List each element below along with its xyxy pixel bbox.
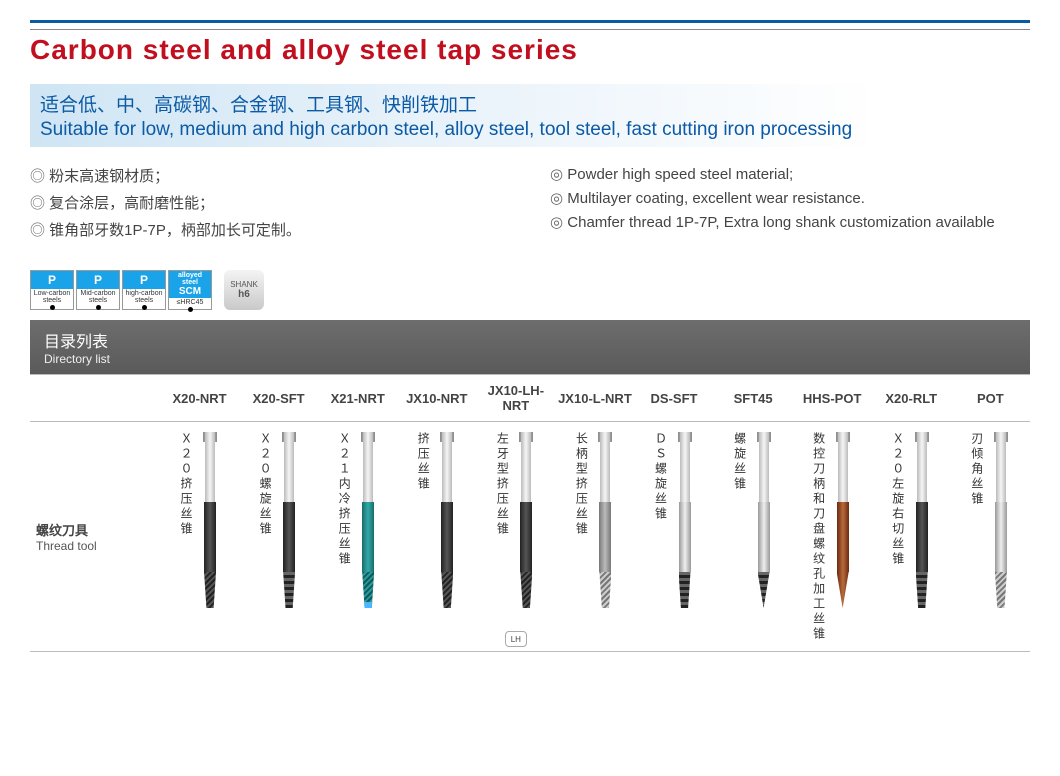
product-cell: 左牙型挤压丝锥 LH bbox=[476, 422, 555, 652]
directory-en: Directory list bbox=[44, 352, 1016, 366]
shank-badge: SHANKh6 bbox=[224, 270, 264, 310]
page-title: Carbon steel and alloy steel tap series bbox=[30, 34, 1030, 66]
tap-icon bbox=[515, 432, 537, 612]
product-label: 数控刀柄和刀盘螺纹孔加工丝锥 bbox=[811, 432, 828, 642]
p-badge: Phigh-carbon steels bbox=[122, 270, 166, 310]
product-code: X20-NRT bbox=[160, 375, 239, 422]
product-label: 挤压丝锥 bbox=[415, 432, 432, 492]
feature-item: Powder high speed steel material; bbox=[550, 165, 1030, 183]
tap-icon bbox=[990, 432, 1012, 612]
product-cell: Ｘ２０挤压丝锥 bbox=[160, 422, 239, 652]
feature-lists: 粉末高速钢材质； 复合涂层，高耐磨性能； 锥角部牙数1P-7P，柄部加长可定制。… bbox=[30, 159, 1030, 246]
product-code: SFT45 bbox=[714, 375, 793, 422]
material-badges: PLow-carbon steels PMid-carbon steels Ph… bbox=[30, 270, 1030, 310]
feature-item: 锥角部牙数1P-7P，柄部加长可定制。 bbox=[30, 219, 510, 240]
product-code: HHS-POT bbox=[793, 375, 872, 422]
banner-cn: 适合低、中、高碳钢、合金钢、工具钢、快削铁加工 bbox=[40, 90, 1020, 117]
suitability-banner: 适合低、中、高碳钢、合金钢、工具钢、快削铁加工 Suitable for low… bbox=[30, 84, 1030, 147]
tap-icon bbox=[436, 432, 458, 612]
tap-icon bbox=[278, 432, 300, 612]
tap-icon bbox=[911, 432, 933, 612]
product-label: 螺旋丝锥 bbox=[732, 432, 749, 492]
tap-icon bbox=[594, 432, 616, 612]
product-cell: 数控刀柄和刀盘螺纹孔加工丝锥 bbox=[793, 422, 872, 652]
product-code: POT bbox=[951, 375, 1030, 422]
product-code: X21-NRT bbox=[318, 375, 397, 422]
product-label: 长柄型挤压丝锥 bbox=[573, 432, 590, 537]
product-code: JX10-NRT bbox=[397, 375, 476, 422]
corner-cell bbox=[30, 375, 160, 422]
tap-icon bbox=[357, 432, 379, 612]
feature-item: Multilayer coating, excellent wear resis… bbox=[550, 189, 1030, 207]
tap-icon bbox=[674, 432, 696, 612]
row-label: 螺纹刀具 Thread tool bbox=[30, 422, 160, 652]
p-badge: PMid-carbon steels bbox=[76, 270, 120, 310]
product-label: Ｘ２０挤压丝锥 bbox=[178, 432, 195, 537]
product-table: X20-NRTX20-SFTX21-NRTJX10-NRTJX10-LH-NRT… bbox=[30, 374, 1030, 652]
scm-badge: alloyed steelSCM≤HRC45 bbox=[168, 270, 212, 310]
product-code: JX10-L-NRT bbox=[555, 375, 634, 422]
product-label: Ｘ２１内冷挤压丝锥 bbox=[336, 432, 353, 567]
tap-icon bbox=[199, 432, 221, 612]
product-label: 左牙型挤压丝锥 bbox=[494, 432, 511, 537]
product-label: 刃倾角丝锥 bbox=[969, 432, 986, 507]
product-cell: 挤压丝锥 bbox=[397, 422, 476, 652]
feature-item: Chamfer thread 1P-7P, Extra long shank c… bbox=[550, 213, 1030, 231]
lh-badge: LH bbox=[505, 631, 527, 647]
product-code: JX10-LH-NRT bbox=[476, 375, 555, 422]
p-badge: PLow-carbon steels bbox=[30, 270, 74, 310]
product-cell: Ｘ２０左旋右切丝锥 bbox=[872, 422, 951, 652]
product-cell: 长柄型挤压丝锥 bbox=[555, 422, 634, 652]
product-cell: 刃倾角丝锥 bbox=[951, 422, 1030, 652]
tap-icon bbox=[753, 432, 775, 612]
product-cell: ＤＳ螺旋丝锥 bbox=[634, 422, 713, 652]
directory-header: 目录列表 Directory list bbox=[30, 320, 1030, 374]
product-cell: Ｘ２１内冷挤压丝锥 bbox=[318, 422, 397, 652]
product-code: X20-RLT bbox=[872, 375, 951, 422]
features-en: Powder high speed steel material; Multil… bbox=[550, 159, 1030, 246]
product-code: X20-SFT bbox=[239, 375, 318, 422]
product-label: Ｘ２０螺旋丝锥 bbox=[257, 432, 274, 537]
tap-icon bbox=[832, 432, 854, 612]
banner-en: Suitable for low, medium and high carbon… bbox=[40, 119, 1020, 141]
product-label: ＤＳ螺旋丝锥 bbox=[653, 432, 670, 522]
product-cell: 螺旋丝锥 bbox=[714, 422, 793, 652]
feature-item: 复合涂层，高耐磨性能； bbox=[30, 192, 510, 213]
features-cn: 粉末高速钢材质； 复合涂层，高耐磨性能； 锥角部牙数1P-7P，柄部加长可定制。 bbox=[30, 159, 510, 246]
directory-cn: 目录列表 bbox=[44, 328, 1016, 352]
product-code: DS-SFT bbox=[634, 375, 713, 422]
product-cell: Ｘ２０螺旋丝锥 bbox=[239, 422, 318, 652]
feature-item: 粉末高速钢材质； bbox=[30, 165, 510, 186]
product-label: Ｘ２０左旋右切丝锥 bbox=[890, 432, 907, 567]
